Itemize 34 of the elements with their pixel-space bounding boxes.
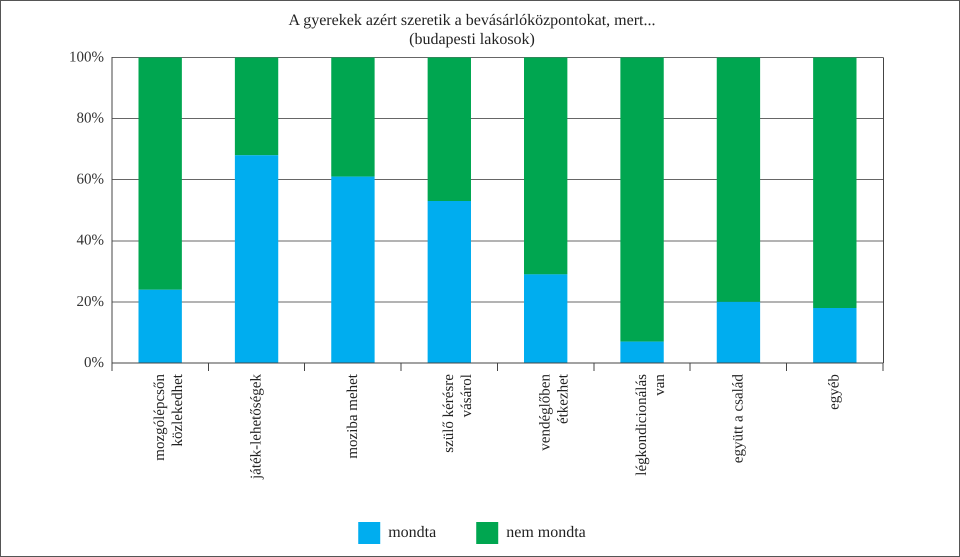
bar xyxy=(620,57,664,342)
y-tick-label: 0% xyxy=(84,354,104,371)
x-tick-label: együtt a család xyxy=(730,374,746,464)
bar xyxy=(620,342,664,363)
legend-label: nem mondta xyxy=(506,524,586,542)
y-tick-label: 40% xyxy=(76,232,104,249)
bar xyxy=(813,57,856,308)
bar xyxy=(331,57,375,177)
bar xyxy=(716,57,760,302)
bar xyxy=(138,290,182,363)
bar xyxy=(716,302,760,363)
bar xyxy=(331,176,375,363)
bar xyxy=(524,274,568,363)
x-tick-label: játék-lehetőségek xyxy=(248,374,264,480)
bar xyxy=(524,57,568,274)
x-tick-label: vendéglőben étkezhet xyxy=(538,373,572,451)
y-tick-label: 80% xyxy=(76,110,104,126)
x-tick-label: légkondicionálás van xyxy=(634,374,668,476)
bar xyxy=(234,155,278,363)
y-tick-label: 100% xyxy=(68,49,104,66)
bar xyxy=(428,57,471,202)
legend-label: mondta xyxy=(388,524,436,542)
y-tick-label: 60% xyxy=(76,172,104,188)
y-tick-label: 20% xyxy=(76,294,104,310)
bar xyxy=(428,201,471,363)
bar xyxy=(234,57,278,156)
bar xyxy=(138,57,182,290)
x-tick-label: szülő kérésre vásárol xyxy=(441,374,476,453)
text: A gyerekek azért szeretik a bevásárlóközpontokat, mert... xyxy=(288,12,656,29)
text: (budapesti lakosok) xyxy=(409,31,535,48)
x-tick-label: moziba mehet xyxy=(344,373,361,459)
x-tick-label: mozgólépcsőn közlekedhet xyxy=(152,373,186,461)
bar xyxy=(813,308,856,363)
x-tick-label: egyéb xyxy=(826,374,843,410)
